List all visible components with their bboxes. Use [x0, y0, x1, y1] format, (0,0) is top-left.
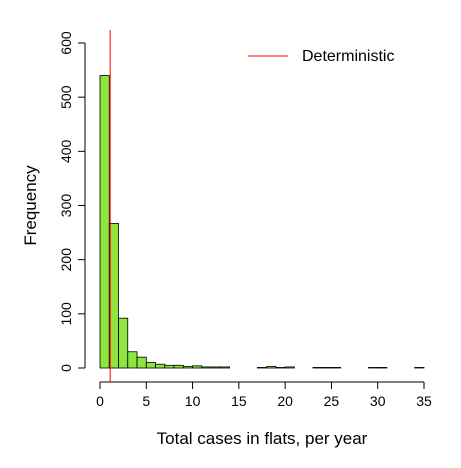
bar [164, 364, 175, 369]
y-tick-label: 100 [58, 302, 74, 326]
bar [173, 364, 184, 369]
bar [368, 367, 379, 369]
bar [136, 356, 147, 369]
x-tick-label: 30 [370, 393, 386, 409]
x-tick-label: 0 [96, 393, 104, 409]
x-tick-label: 10 [185, 393, 201, 409]
x-tick-label: 15 [231, 393, 247, 409]
bar [219, 366, 230, 369]
y-tick-label: 500 [58, 85, 74, 109]
bar [331, 367, 342, 369]
bar [210, 366, 221, 369]
bar [377, 367, 388, 369]
bar [182, 365, 193, 369]
y-tick-label: 200 [58, 248, 74, 272]
x-tick-label: 35 [416, 393, 432, 409]
x-tick-label: 20 [277, 393, 293, 409]
bar [127, 351, 138, 369]
x-axis-label: Total cases in flats, per year [157, 429, 368, 448]
bar [312, 367, 323, 369]
y-tick-label: 600 [58, 31, 74, 55]
y-tick-label: 0 [58, 364, 74, 372]
x-tick-label: 25 [324, 393, 340, 409]
bar [155, 363, 166, 369]
bar [118, 317, 129, 369]
bar [192, 365, 203, 369]
bar [201, 366, 212, 369]
y-tick-label: 300 [58, 194, 74, 218]
bar [99, 75, 110, 369]
y-tick-label: 400 [58, 139, 74, 163]
bar [321, 367, 332, 369]
bar [266, 365, 277, 369]
bar [414, 367, 425, 369]
x-tick-label: 5 [142, 393, 150, 409]
bar [284, 366, 295, 369]
bar [275, 367, 286, 369]
bar [145, 362, 156, 369]
y-axis-label: Frequency [21, 165, 40, 246]
legend-label: Deterministic [302, 48, 394, 65]
bar [256, 367, 268, 369]
bar [108, 222, 119, 369]
